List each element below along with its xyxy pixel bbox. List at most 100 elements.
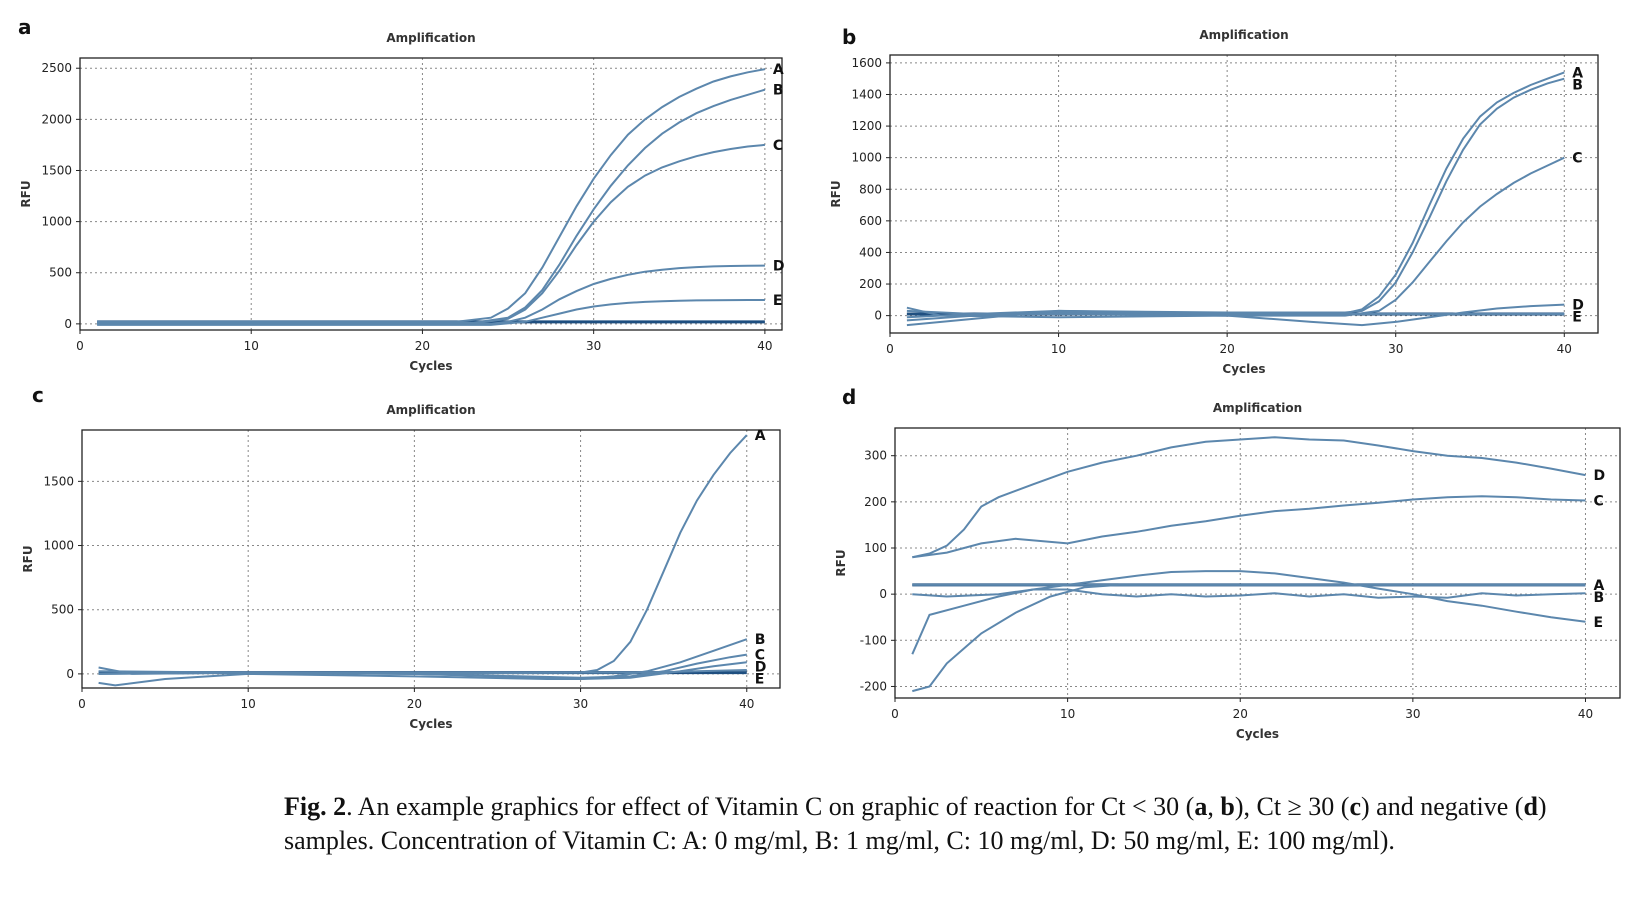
y-tick-label: -100 <box>860 633 887 647</box>
panel-label: a <box>18 15 32 39</box>
series-label-B: B <box>773 83 784 99</box>
caption-text-part: . An example graphics for effect of Vita… <box>346 792 1195 821</box>
x-tick-label: 0 <box>891 707 899 721</box>
y-tick-label: 200 <box>859 277 882 291</box>
caption-text-part: ), Ct ≥ 30 ( <box>1234 792 1350 821</box>
caption-text-part: ) samples. Concentration of Vitamin C: A… <box>284 792 1547 855</box>
series-line-E <box>98 669 747 675</box>
y-tick-label: -200 <box>860 679 887 693</box>
y-tick-label: 600 <box>859 214 882 228</box>
series-label-E: E <box>755 672 765 688</box>
series-line-C <box>912 495 1586 559</box>
plot-frame <box>889 54 1599 334</box>
y-axis-label: RFU <box>829 180 843 207</box>
caption-text-part: , <box>1207 792 1221 821</box>
x-tick-label: 40 <box>1557 342 1572 356</box>
plot-frame <box>79 57 783 331</box>
series-label-C: C <box>773 138 783 154</box>
series-label-E: E <box>773 293 783 309</box>
series-line-E <box>906 309 1565 327</box>
plot-frame <box>81 429 781 689</box>
y-tick-label: 400 <box>859 245 882 259</box>
chart-title: Amplification <box>1199 28 1288 42</box>
x-tick-label: 20 <box>1233 707 1248 721</box>
y-axis-label: RFU <box>834 549 848 576</box>
y-tick-label: 1500 <box>43 474 74 488</box>
x-axis-label: Cycles <box>1236 727 1279 741</box>
y-tick-label: 1500 <box>41 163 72 177</box>
series-label-A: A <box>1572 65 1583 81</box>
caption-text-part: c <box>1349 792 1362 821</box>
series-line-E <box>911 570 1586 655</box>
x-tick-label: 10 <box>241 697 256 711</box>
series-label-B: B <box>1572 77 1583 93</box>
figure-caption: Fig. 2. An example graphics for effect o… <box>284 790 1604 858</box>
chart-panel-d: d Amplification 0 10 20 30 40 -200 -100 0 100 200 30… <box>834 385 1621 741</box>
y-tick-label: 200 <box>864 495 887 509</box>
x-tick-label: 0 <box>76 339 84 353</box>
series-line-B <box>98 638 748 687</box>
series-line-B <box>906 77 1565 316</box>
x-tick-label: 40 <box>1578 707 1593 721</box>
series-label-D: D <box>755 660 767 676</box>
series-label-E: E <box>1593 615 1603 631</box>
series-label-A: A <box>773 62 784 78</box>
caption-text-part: a <box>1194 792 1208 821</box>
series-label-D: D <box>773 259 785 275</box>
y-tick-label: 500 <box>49 266 72 280</box>
x-tick-label: 30 <box>1388 342 1403 356</box>
series-line-B <box>97 88 766 324</box>
caption-text-part: d <box>1523 792 1538 821</box>
y-axis-label: RFU <box>19 180 33 207</box>
panel-label: b <box>842 25 856 49</box>
series-line-C <box>97 143 765 325</box>
panel-label: d <box>842 385 856 409</box>
x-axis-label: Cycles <box>409 717 452 731</box>
y-tick-label: 2500 <box>41 61 72 75</box>
plot-frame <box>894 427 1621 699</box>
x-tick-label: 20 <box>1220 342 1235 356</box>
series-label-C: C <box>1593 493 1603 509</box>
chart-title: Amplification <box>1213 401 1302 415</box>
series-label-D: D <box>1572 298 1584 314</box>
y-tick-label: 1000 <box>41 215 72 229</box>
y-tick-label: 0 <box>64 317 72 331</box>
y-tick-label: 0 <box>874 309 882 323</box>
series-label-B: B <box>755 632 766 648</box>
caption-text-part: ) and negative ( <box>1361 792 1524 821</box>
x-axis-label: Cycles <box>1222 362 1265 376</box>
y-tick-label: 1200 <box>851 119 882 133</box>
y-tick-label: 800 <box>859 182 882 196</box>
series-line-extra <box>912 583 1586 693</box>
x-tick-label: 0 <box>78 697 86 711</box>
x-tick-label: 40 <box>757 339 772 353</box>
x-tick-label: 10 <box>1051 342 1066 356</box>
y-tick-label: 300 <box>864 449 887 463</box>
chart-panel-c: c Amplification 0 10 20 30 40 0 500 1000 1500 Cycle… <box>21 383 781 731</box>
y-tick-label: 2000 <box>41 112 72 126</box>
y-tick-label: 0 <box>879 587 887 601</box>
y-tick-label: 1000 <box>851 151 882 165</box>
chart-panel-a: a Amplification 0 10 20 30 40 0 500 1000 1500 2000 2… <box>18 15 785 373</box>
y-tick-label: 1000 <box>43 539 74 553</box>
y-tick-label: 1400 <box>851 87 882 101</box>
x-tick-label: 20 <box>415 339 430 353</box>
series-line-A <box>98 434 748 675</box>
series-line-D <box>912 436 1586 559</box>
y-tick-label: 100 <box>864 541 887 555</box>
x-axis-label: Cycles <box>409 359 452 373</box>
series-label-E: E <box>1572 310 1582 326</box>
series-line-D <box>97 264 765 325</box>
x-tick-label: 40 <box>739 697 754 711</box>
chart-title: Amplification <box>386 31 475 45</box>
y-axis-label: RFU <box>21 545 35 572</box>
y-tick-label: 500 <box>51 603 74 617</box>
chart-title: Amplification <box>386 403 475 417</box>
x-tick-label: 30 <box>573 697 588 711</box>
series-line-A <box>906 71 1565 322</box>
series-line-E <box>97 299 765 326</box>
x-tick-label: 20 <box>407 697 422 711</box>
y-tick-label: 0 <box>66 667 74 681</box>
